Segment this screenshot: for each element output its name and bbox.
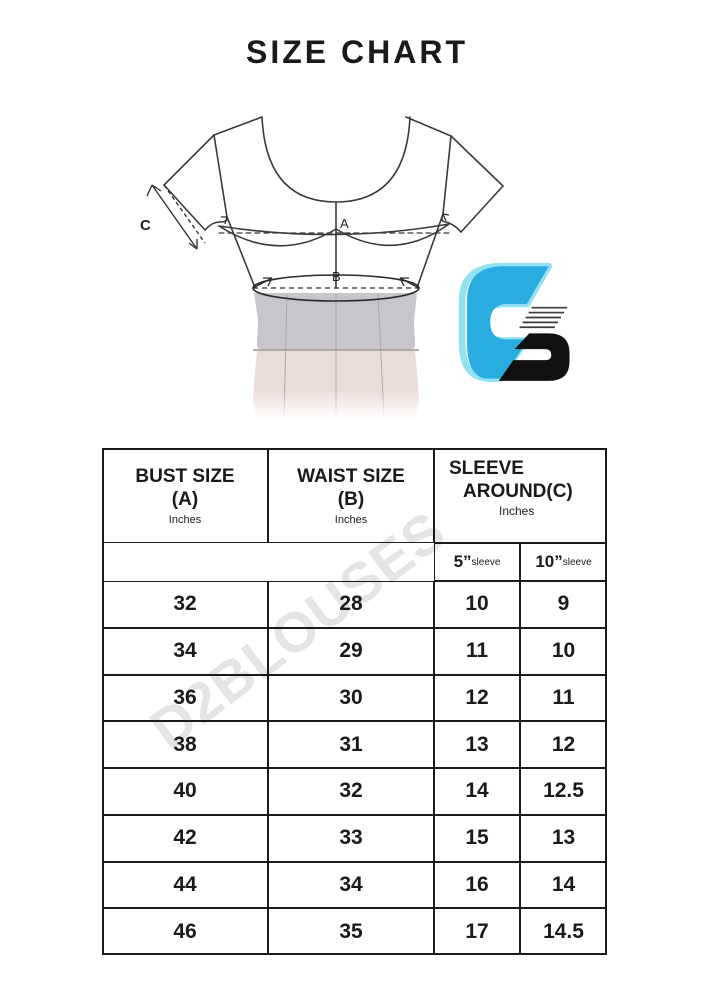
- svg-text:C: C: [140, 217, 151, 234]
- svg-text:B: B: [332, 269, 341, 284]
- svg-text:A: A: [340, 216, 349, 231]
